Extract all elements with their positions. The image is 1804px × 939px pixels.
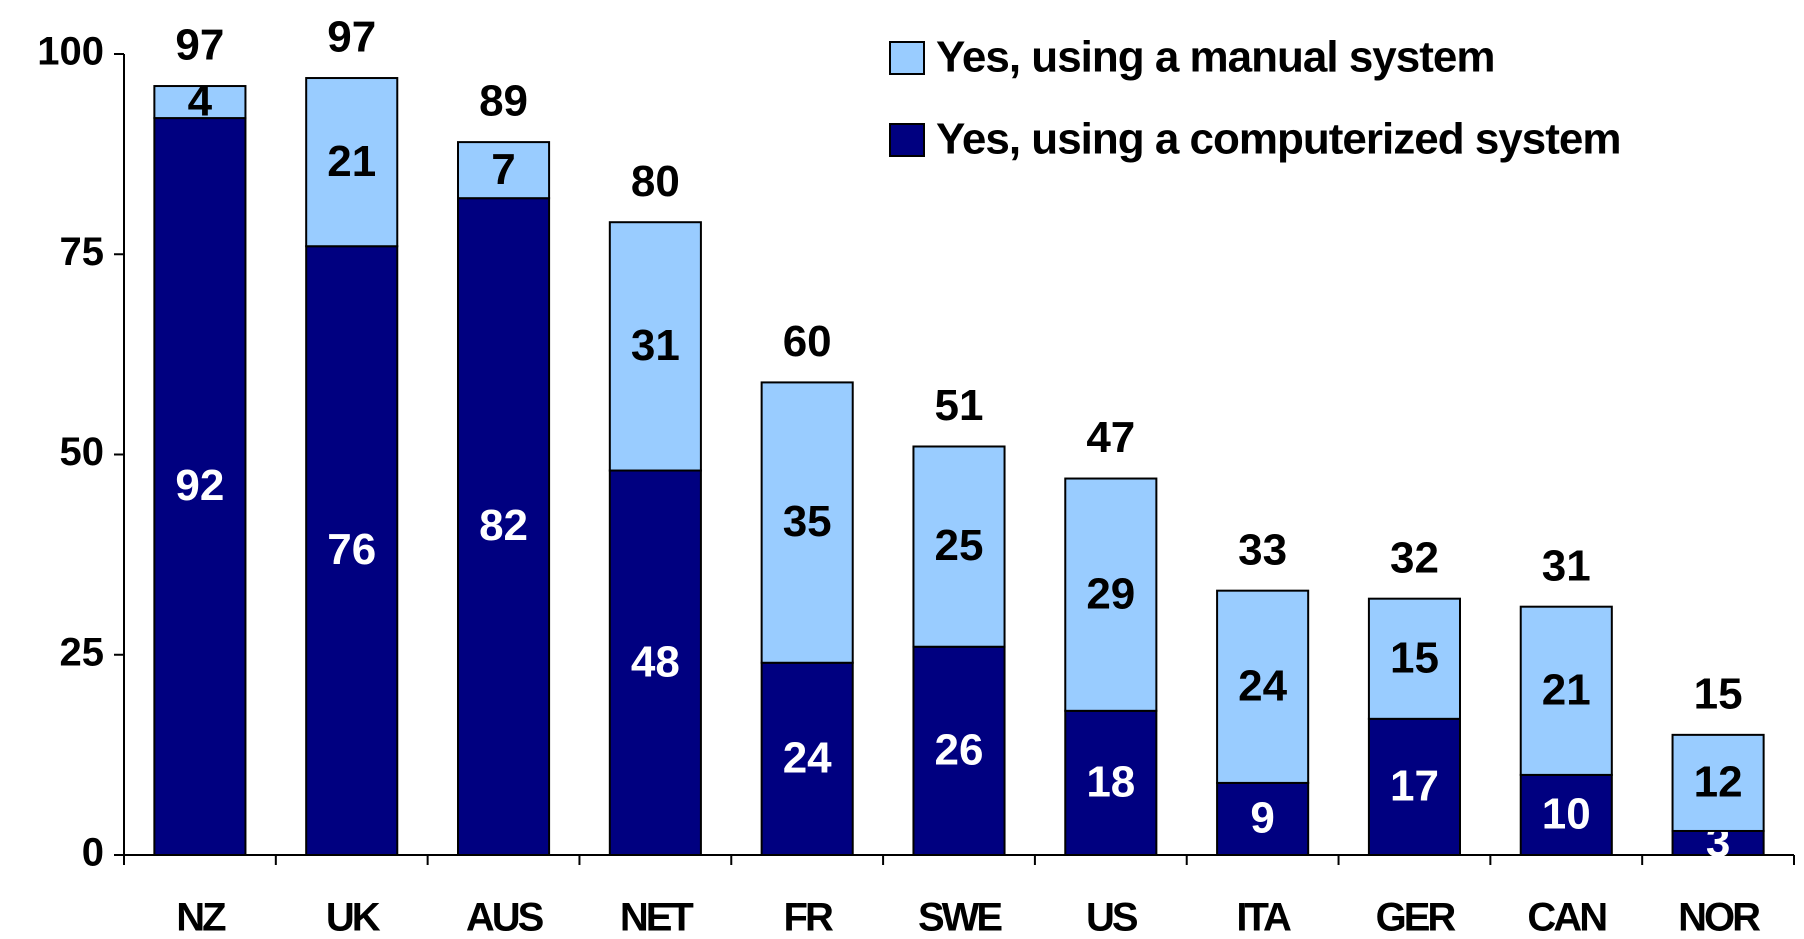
data-label: 18 [1086, 758, 1135, 807]
y-tick-label: 100 [37, 30, 104, 74]
x-tick-label: ITA [1236, 896, 1291, 939]
bar-segment [912, 645, 1006, 856]
bar-segment [760, 381, 854, 664]
legend-label: Yes, using a manual system [936, 33, 1494, 82]
data-label: 25 [935, 521, 984, 570]
x-tick-label: AUS [466, 896, 544, 939]
total-label: 80 [631, 157, 680, 206]
bar-segment [760, 661, 854, 857]
y-tick-label: 75 [60, 230, 105, 274]
x-tick-label: FR [784, 896, 834, 939]
total-label: 47 [1086, 413, 1135, 462]
bar-segment [305, 245, 399, 857]
data-label: 35 [783, 497, 832, 546]
bar-segment [457, 141, 551, 200]
data-label: 24 [1238, 661, 1287, 710]
x-tick-label: UK [326, 896, 381, 939]
bar-segment [1064, 477, 1158, 712]
bar-segment [912, 445, 1006, 648]
data-label: 31 [631, 321, 680, 370]
x-tick-label: NZ [176, 896, 226, 939]
bar-segment [305, 77, 399, 248]
bar-segment [1367, 597, 1461, 720]
x-tick-label: SWE [918, 896, 1002, 939]
legend-label: Yes, using a computerized system [936, 115, 1620, 164]
bar-segment [457, 197, 551, 856]
bar-segment [1519, 773, 1613, 857]
data-label: 76 [327, 525, 376, 574]
total-label: 15 [1694, 669, 1743, 718]
data-label: 4 [188, 77, 213, 126]
data-label: 92 [175, 461, 224, 510]
bar-segment [153, 85, 247, 120]
bar-segment [1671, 733, 1765, 832]
bar-segment [608, 221, 702, 472]
data-label: 7 [491, 145, 515, 194]
total-label: 60 [783, 317, 832, 366]
x-tick-label: NET [620, 896, 694, 939]
data-label: 26 [935, 725, 984, 774]
data-label: 12 [1694, 758, 1743, 807]
total-label: 31 [1542, 541, 1591, 590]
data-label: 9 [1250, 794, 1274, 843]
bar-segment [608, 469, 702, 856]
total-label: 97 [327, 13, 376, 62]
bar-segment [1064, 709, 1158, 856]
total-label: 33 [1238, 525, 1287, 574]
data-label: 24 [783, 734, 832, 783]
x-tick-label: NOR [1678, 896, 1761, 939]
data-label: 21 [1542, 665, 1591, 714]
data-label: 17 [1390, 762, 1439, 811]
y-tick-label: 25 [60, 630, 105, 674]
data-label: 29 [1086, 569, 1135, 618]
legend-swatch [889, 123, 925, 157]
total-label: 51 [935, 381, 984, 430]
x-tick-label: CAN [1527, 896, 1606, 939]
data-label: 21 [327, 137, 376, 186]
data-label: 15 [1390, 633, 1439, 682]
data-label: 10 [1542, 790, 1591, 839]
bar-segment [1216, 589, 1310, 784]
total-label: 32 [1390, 533, 1439, 582]
x-tick-label: GER [1376, 896, 1457, 939]
x-tick-label: US [1086, 896, 1138, 939]
total-label: 97 [175, 21, 224, 70]
total-label: 89 [479, 77, 528, 126]
y-tick-label: 50 [60, 430, 105, 474]
y-tick-label: 0 [82, 831, 104, 875]
legend-swatch [889, 41, 925, 75]
data-label: 48 [631, 637, 680, 686]
bar-segment [1367, 717, 1461, 857]
bar-segment [1519, 605, 1613, 776]
data-label: 82 [479, 501, 528, 550]
